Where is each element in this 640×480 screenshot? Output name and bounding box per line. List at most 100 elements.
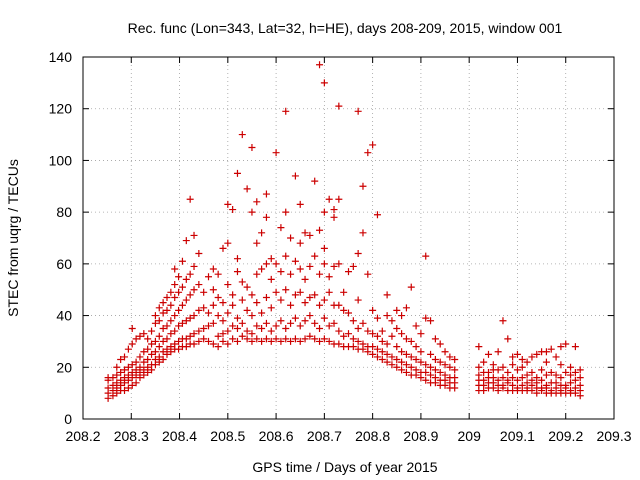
data-point bbox=[422, 361, 430, 369]
data-point bbox=[383, 312, 391, 320]
data-point bbox=[335, 102, 343, 110]
data-point bbox=[451, 374, 459, 382]
data-point bbox=[243, 185, 251, 193]
data-point bbox=[175, 273, 183, 281]
data-point bbox=[296, 288, 304, 296]
data-point bbox=[171, 281, 179, 289]
data-point bbox=[562, 381, 570, 389]
data-point bbox=[282, 286, 290, 294]
data-point bbox=[128, 381, 136, 389]
data-point bbox=[113, 379, 121, 387]
data-point bbox=[557, 361, 565, 369]
data-point bbox=[277, 317, 285, 325]
x-tick-label: 208.5 bbox=[210, 428, 245, 444]
data-point bbox=[238, 319, 246, 327]
data-point bbox=[412, 356, 420, 364]
data-point bbox=[301, 317, 309, 325]
data-point bbox=[163, 306, 171, 314]
data-point bbox=[388, 317, 396, 325]
data-point bbox=[301, 275, 309, 283]
data-point bbox=[104, 384, 112, 392]
data-point bbox=[243, 306, 251, 314]
grid-lines bbox=[83, 57, 614, 419]
data-point bbox=[518, 356, 526, 364]
data-point bbox=[306, 262, 314, 270]
data-point bbox=[364, 149, 372, 157]
data-point bbox=[267, 275, 275, 283]
data-point bbox=[233, 169, 241, 177]
data-point bbox=[417, 358, 425, 366]
data-point bbox=[509, 353, 517, 361]
data-point bbox=[427, 371, 435, 379]
data-point bbox=[504, 368, 512, 376]
data-point bbox=[576, 366, 584, 374]
data-point bbox=[209, 340, 217, 348]
data-point bbox=[407, 337, 415, 345]
data-point bbox=[224, 200, 232, 208]
data-point bbox=[277, 224, 285, 232]
data-point bbox=[422, 368, 430, 376]
data-point bbox=[345, 268, 352, 276]
data-point bbox=[253, 239, 261, 247]
data-point bbox=[330, 262, 338, 270]
data-point bbox=[402, 368, 410, 376]
data-point bbox=[121, 387, 129, 395]
data-point bbox=[407, 283, 415, 291]
data-point bbox=[499, 374, 507, 382]
data-point bbox=[518, 381, 526, 389]
data-point bbox=[552, 353, 560, 361]
data-point bbox=[359, 182, 367, 190]
data-point bbox=[117, 368, 125, 376]
x-tick-label: 209.2 bbox=[548, 428, 583, 444]
data-point bbox=[378, 327, 386, 335]
data-point bbox=[431, 356, 439, 364]
data-point bbox=[542, 381, 550, 389]
data-point bbox=[489, 374, 497, 382]
data-point bbox=[258, 229, 266, 237]
data-point bbox=[190, 286, 198, 294]
data-point bbox=[214, 270, 222, 278]
data-point bbox=[451, 366, 459, 374]
data-point bbox=[311, 291, 319, 299]
data-point bbox=[354, 250, 362, 258]
data-point bbox=[291, 257, 299, 265]
data-point bbox=[248, 312, 256, 320]
x-tick-label: 209.3 bbox=[596, 428, 631, 444]
data-point bbox=[446, 353, 454, 361]
data-point bbox=[475, 371, 483, 379]
data-point bbox=[272, 260, 280, 268]
data-point bbox=[233, 314, 241, 322]
data-point bbox=[148, 350, 156, 358]
data-point bbox=[182, 335, 190, 343]
data-point bbox=[393, 343, 401, 351]
y-tick-label: 100 bbox=[49, 152, 73, 168]
data-point bbox=[282, 252, 290, 260]
data-point bbox=[547, 345, 555, 353]
data-point bbox=[277, 337, 285, 345]
data-point bbox=[412, 322, 420, 330]
data-point bbox=[248, 144, 256, 151]
data-point bbox=[427, 317, 435, 325]
data-point bbox=[214, 312, 222, 320]
data-point bbox=[205, 322, 213, 330]
data-point bbox=[436, 340, 444, 348]
data-point bbox=[182, 317, 190, 325]
data-point bbox=[562, 368, 570, 376]
data-point bbox=[253, 270, 261, 278]
data-point bbox=[238, 278, 246, 286]
data-point bbox=[330, 206, 338, 214]
data-point bbox=[253, 198, 261, 206]
data-point bbox=[354, 325, 362, 332]
data-point bbox=[518, 374, 526, 382]
data-point bbox=[190, 340, 198, 348]
x-tick-label: 208.7 bbox=[307, 428, 342, 444]
data-point bbox=[159, 337, 167, 345]
data-point bbox=[248, 291, 256, 299]
data-point bbox=[175, 345, 183, 353]
data-point bbox=[480, 376, 488, 384]
data-point bbox=[182, 275, 190, 283]
data-point bbox=[388, 332, 396, 340]
data-point bbox=[528, 376, 536, 384]
data-point bbox=[393, 306, 401, 314]
axis-ticks: 208.2 208.3 208.4 208.5 208.6 208.7 208.8 208.9… bbox=[49, 49, 632, 444]
